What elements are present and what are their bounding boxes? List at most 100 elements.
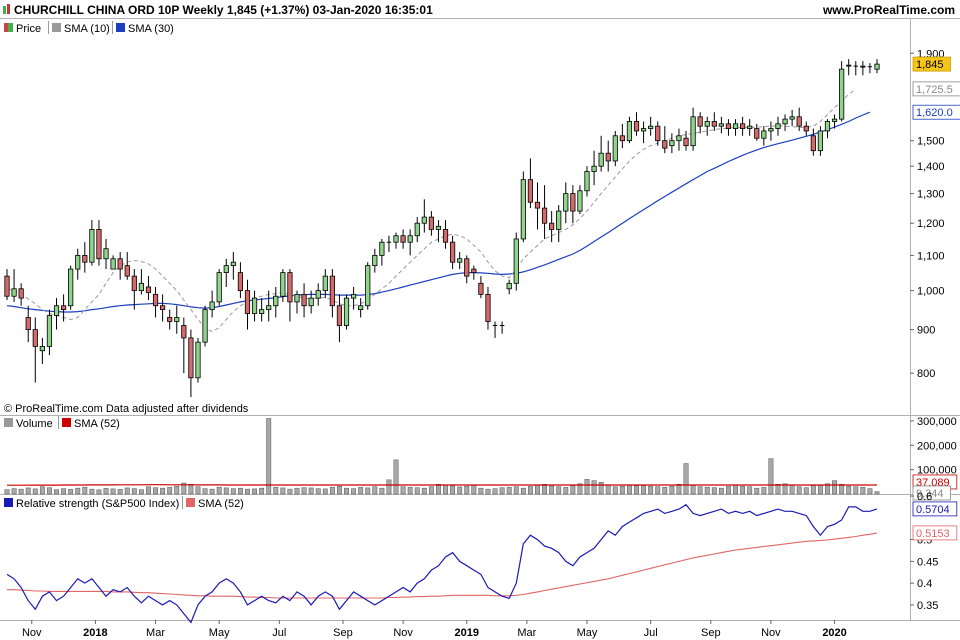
price-candle [478,276,484,299]
volume-bar [874,491,880,495]
price-candle [428,211,434,236]
volume-sma-line [7,484,877,486]
price-candle [577,185,583,215]
price-tick-label: 1,000 [917,286,945,298]
price-candle [46,309,53,356]
price-candle [563,182,569,224]
volume-bar [379,487,385,495]
volume-bar [153,487,158,495]
x-tick-label: Mar [146,627,165,639]
volume-bar [655,486,661,495]
price-candle [89,220,95,266]
price-candle [131,269,137,310]
price-legend-label: Price [16,23,41,35]
volume-bar [817,484,823,495]
price-candle [188,329,194,398]
price-candle [237,262,244,299]
rs-badge: 0.5704 [916,504,950,516]
price-candle [556,205,562,243]
volume-bar [619,485,625,495]
x-tick-label: Nov [22,627,42,639]
x-tick-label: Jul [272,627,286,639]
rs-sma-legend-swatch [186,498,195,507]
price-candle [386,235,392,253]
sma10-legend-label: SMA (10) [64,23,110,35]
volume-bar [626,484,632,495]
price-candle [379,238,385,266]
volume-bar [570,485,576,495]
volume-bar [810,485,816,495]
volume-bar [393,459,399,495]
price-candle [669,133,675,154]
price-candle [513,232,519,291]
site-url[interactable]: www.ProRealTime.com [822,3,955,17]
volume-bar [803,487,809,495]
price-candle [626,116,633,144]
volume-bar [216,486,222,495]
volume-bar [25,487,31,495]
price-candle [485,286,491,330]
price-candle [683,130,689,151]
volume-bar [825,483,830,495]
price-candle [782,114,788,131]
x-tick-label: Nov [393,627,413,639]
volume-bar [485,488,491,495]
price-candle [322,269,328,299]
volume-bar [428,486,434,495]
volume-bar [294,487,300,495]
price-badge-bg [912,56,951,72]
volume-bar [54,489,59,495]
x-tick-label: Sep [701,627,721,639]
volume-bar [96,489,102,495]
x-tick-label: 2019 [455,627,479,639]
volume-bar [662,486,668,495]
price-candle [167,309,173,330]
volume-bar [549,485,555,495]
volume-legend-label: Volume [16,418,53,430]
volume-bar [634,485,639,495]
data-note: © ProRealTime.com Data adjusted after di… [4,403,249,415]
volume-bar [471,484,477,495]
price-tick-label: 1,300 [917,189,945,201]
price-candle [789,109,795,127]
volume-bar [704,486,710,495]
price-candle [584,166,590,197]
volume-bar [457,486,463,495]
volume-bar [761,487,767,495]
price-candle [711,112,717,131]
volume-bar [322,488,328,495]
volume-bar [18,488,24,495]
price-candle [655,121,661,146]
volume-bar [612,486,618,495]
price-candle [372,248,378,273]
price-candle [251,290,258,322]
price-candle [230,252,236,280]
x-tick-label: Nov [761,627,781,639]
price-candle [202,305,208,347]
x-tick-label: 2018 [83,627,107,639]
price-candle [831,114,838,129]
sma10-line [6,88,857,333]
volume-bar [520,487,526,495]
rs-tick-label: 0.4 [917,578,932,590]
app-icon [3,4,10,14]
volume-bar [82,486,88,495]
x-tick-label: Sep [333,627,353,639]
price-candle [75,248,81,280]
price-badge-bg [912,104,960,120]
price-candle [287,269,293,322]
price-tick-label: 1,500 [917,136,945,148]
price-candle [124,252,130,280]
price-candle [18,283,24,306]
volume-bar [46,487,52,495]
volume-bar [697,486,703,495]
sma30-legend-swatch [116,23,125,32]
rs-tick-label: 0.35 [917,600,938,612]
price-badge: 1,725.5 [916,84,953,96]
volume-legend: Volume SMA (52) [4,416,120,430]
price-candle [471,265,477,280]
price-candle [704,116,710,136]
price-candle [633,112,640,136]
volume-bar [301,487,307,495]
